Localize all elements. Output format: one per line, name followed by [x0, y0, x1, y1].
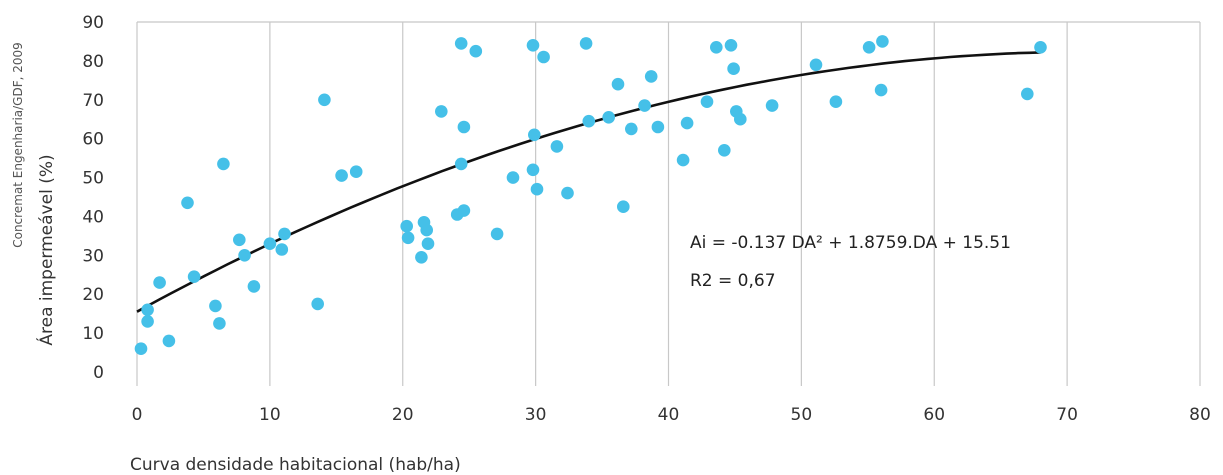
- data-point: [217, 157, 230, 171]
- data-point: [454, 37, 468, 50]
- x-tick-label: 40: [658, 405, 680, 425]
- y-tick-label: 90: [82, 13, 104, 33]
- data-point: [457, 204, 471, 217]
- data-point: [561, 186, 574, 200]
- data-point: [638, 99, 651, 112]
- data-point: [349, 165, 363, 178]
- data-point: [141, 303, 154, 317]
- data-point: [162, 334, 176, 348]
- data-point: [401, 231, 415, 245]
- data-point: [550, 140, 564, 153]
- data-point: [710, 41, 723, 54]
- data-point: [247, 280, 261, 293]
- data-point: [420, 223, 434, 237]
- data-point: [1021, 87, 1034, 101]
- r2-label: R2 = 0,67: [690, 271, 776, 291]
- data-point: [526, 163, 540, 177]
- data-point: [469, 44, 483, 58]
- data-point: [454, 157, 468, 171]
- data-point: [213, 317, 226, 330]
- x-tick-label: 70: [1056, 405, 1078, 425]
- y-tick-label: 0: [93, 363, 104, 383]
- data-point: [506, 171, 520, 184]
- x-tick-label: 50: [791, 405, 813, 425]
- data-point: [602, 111, 615, 124]
- data-point: [765, 99, 779, 112]
- y-tick-label: 70: [82, 91, 104, 111]
- data-point: [415, 250, 428, 264]
- data-point: [651, 120, 665, 134]
- data-point: [153, 276, 166, 289]
- data-point: [335, 169, 348, 182]
- data-point: [263, 237, 277, 250]
- data-point: [400, 219, 414, 233]
- data-point: [829, 95, 843, 108]
- data-point: [625, 122, 638, 136]
- data-point: [862, 41, 876, 54]
- data-point: [1034, 41, 1047, 54]
- data-point: [435, 105, 448, 118]
- x-tick-label: 20: [392, 405, 414, 425]
- data-point: [421, 237, 435, 250]
- data-point: [141, 315, 154, 328]
- x-tick-label: 10: [259, 405, 281, 425]
- data-point: [718, 144, 731, 157]
- data-point: [134, 342, 148, 356]
- data-point: [700, 95, 714, 108]
- data-point: [874, 83, 888, 97]
- y-tick-label: 60: [82, 130, 104, 150]
- y-tick-label: 20: [82, 285, 104, 305]
- data-point: [530, 182, 544, 196]
- x-axis-ticks: 0 10 20 30 40 50 60 70 80: [132, 405, 1211, 425]
- data-point: [528, 128, 541, 142]
- grid-lines: [136, 21, 1201, 386]
- data-point: [311, 297, 325, 311]
- data-point: [187, 270, 201, 284]
- y-axis-ticks: 0 10 20 30 40 50 60 70 80 90: [82, 13, 104, 383]
- data-point: [876, 35, 889, 48]
- y-axis-label: Área impermeável (%): [35, 154, 57, 345]
- x-axis-label: Curva densidade habitacional (hab/ha): [130, 455, 461, 475]
- data-point: [582, 114, 596, 128]
- x-tick-label: 30: [525, 405, 547, 425]
- data-point: [611, 77, 625, 91]
- y-tick-label: 40: [82, 207, 104, 227]
- data-point: [734, 112, 747, 126]
- y-tick-label: 10: [82, 324, 104, 344]
- data-point: [676, 153, 690, 167]
- data-point: [724, 39, 738, 52]
- y-tick-label: 30: [82, 246, 104, 266]
- credit-label: Concremat Engenharia/GDF, 2009: [11, 42, 25, 248]
- data-point: [526, 39, 540, 52]
- data-point: [238, 249, 251, 262]
- data-point: [318, 93, 331, 107]
- data-point: [457, 120, 471, 134]
- data-point: [490, 227, 504, 241]
- data-point: [275, 243, 289, 256]
- trendline-curve: [136, 51, 1041, 313]
- x-tick-label: 60: [923, 405, 945, 425]
- x-tick-label: 0: [132, 405, 143, 425]
- data-point: [680, 116, 694, 130]
- data-point: [233, 233, 246, 247]
- data-point: [809, 58, 823, 72]
- data-point: [644, 70, 658, 83]
- data-point: [181, 196, 194, 210]
- data-point: [579, 37, 593, 50]
- x-tick-label: 80: [1189, 405, 1211, 425]
- data-point: [537, 50, 550, 64]
- y-tick-label: 50: [82, 169, 104, 189]
- data-point: [727, 62, 740, 75]
- y-tick-label: 80: [82, 52, 104, 72]
- equation-label: Ai = -0.137 DA² + 1.8759.DA + 15.51: [690, 233, 1011, 253]
- data-points: [134, 35, 1047, 356]
- data-point: [209, 299, 222, 313]
- data-point: [617, 200, 630, 213]
- data-point: [278, 227, 291, 241]
